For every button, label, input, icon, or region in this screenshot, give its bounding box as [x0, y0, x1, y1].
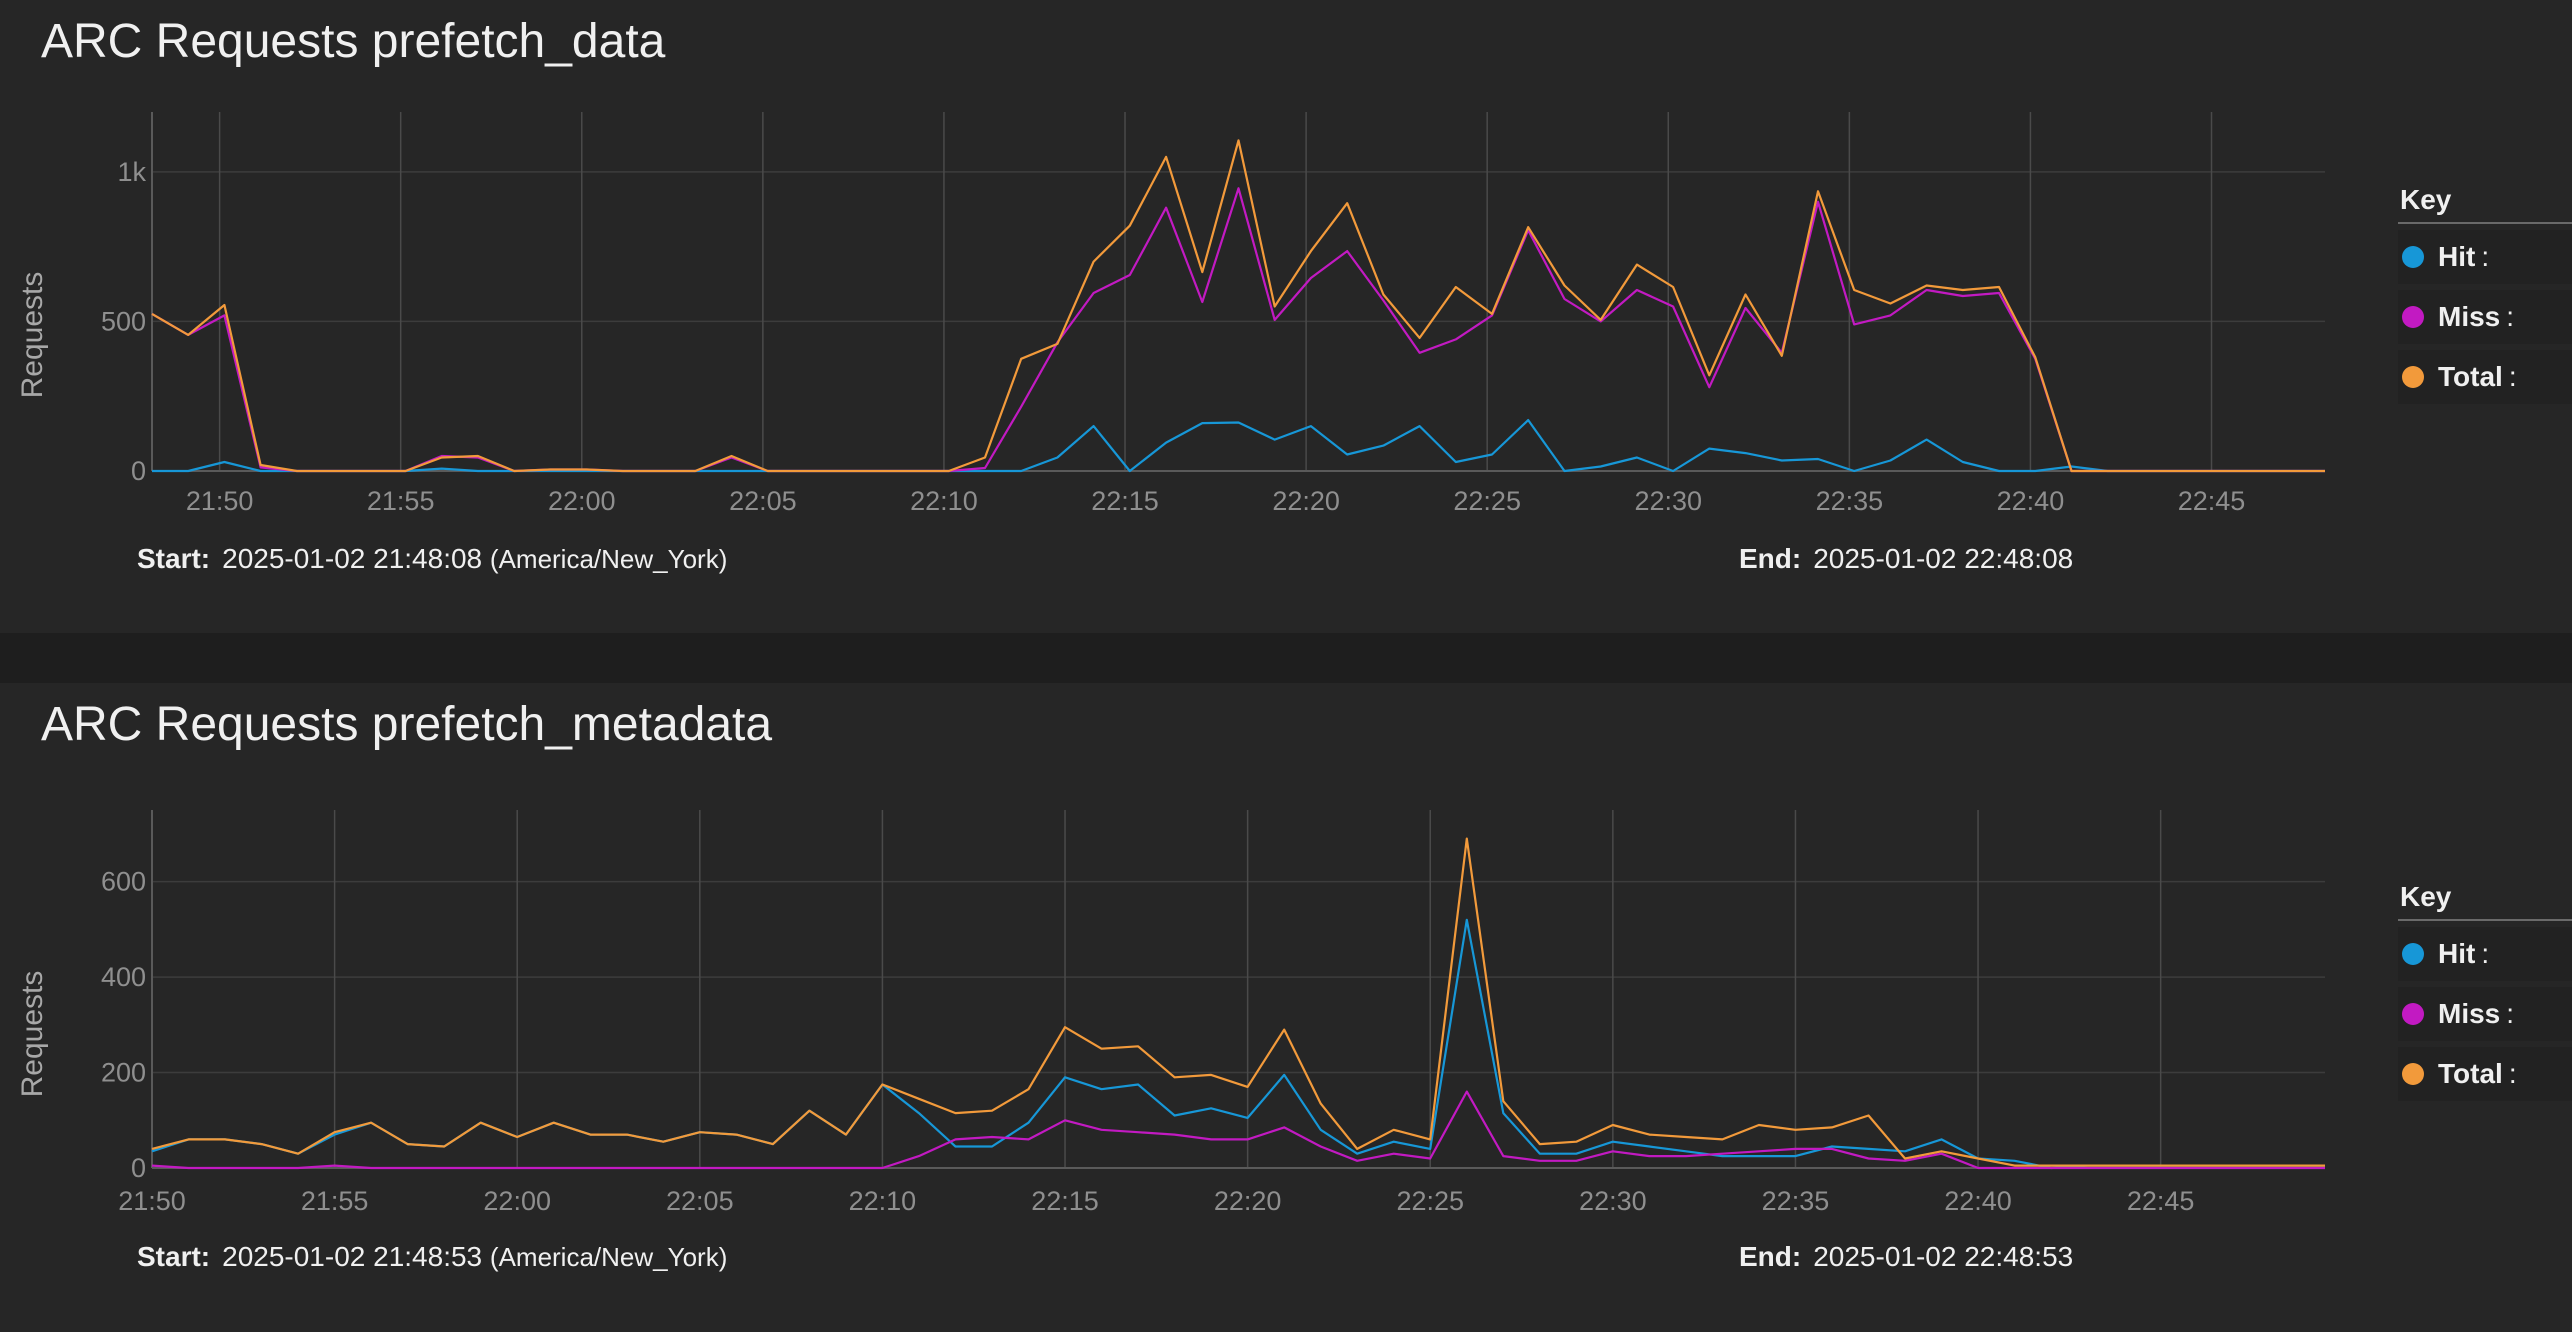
start-label: Start:	[137, 543, 211, 574]
start-time: Start: 2025-01-02 21:48:53 (America/New_Y…	[137, 1241, 727, 1273]
start-value: 2025-01-02 21:48:53	[222, 1241, 483, 1272]
legend-item-miss[interactable]: Miss:	[2398, 290, 2572, 344]
panel-title: ARC Requests prefetch_metadata	[41, 698, 773, 751]
x-tick-label: 21:55	[301, 1186, 369, 1216]
y-tick-label: 600	[101, 867, 146, 897]
legend-swatch-miss	[2402, 306, 2424, 328]
start-timezone: (America/New_York)	[489, 1242, 728, 1272]
legend-label: Hit	[2438, 938, 2476, 969]
x-tick-label: 22:00	[548, 486, 616, 516]
x-tick-label: 22:20	[1272, 486, 1340, 516]
end-time: End: 2025-01-02 22:48:53	[1739, 1241, 2073, 1273]
series-line-total[interactable]	[151, 837, 2325, 1167]
legend-item-total[interactable]: Total:	[2398, 350, 2572, 404]
y-axis-title: Requests	[16, 272, 49, 399]
y-tick-label: 200	[101, 1058, 146, 1088]
x-tick-label: 21:50	[186, 486, 254, 516]
end-value: 2025-01-02 22:48:08	[1813, 543, 2074, 574]
x-tick-label: 22:45	[2178, 486, 2246, 516]
start-value: 2025-01-02 21:48:08	[222, 543, 483, 574]
end-time: End: 2025-01-02 22:48:08	[1739, 543, 2073, 575]
series-line-hit[interactable]	[152, 419, 2325, 473]
legend-item-hit[interactable]: Hit:	[2398, 230, 2572, 284]
end-value: 2025-01-02 22:48:53	[1813, 1241, 2074, 1272]
x-tick-label: 22:40	[1997, 486, 2065, 516]
x-tick-label: 22:25	[1396, 1186, 1464, 1216]
y-tick-label: 1k	[117, 157, 146, 187]
legend-label: Hit	[2438, 241, 2476, 272]
end-label: End:	[1739, 543, 1802, 574]
line-chart[interactable]: 0 200 400 600 21:50 21:55 22:00 22:05 22:10 22:15…	[0, 683, 2360, 1303]
y-axis-title: Requests	[16, 971, 49, 1098]
start-timezone: (America/New_York)	[489, 544, 728, 574]
chart-panel-prefetch-data: ARC Requests prefetch_data 0 500 1k 21:50 21…	[0, 0, 2572, 633]
series-line-hit[interactable]	[151, 918, 2325, 1170]
start-time: Start: 2025-01-02 21:48:08 (America/New_Y…	[137, 543, 727, 575]
series-line-miss[interactable]	[151, 187, 2325, 473]
panel-title: ARC Requests prefetch_data	[41, 15, 666, 68]
x-tick-label: 22:05	[729, 486, 797, 516]
legend-swatch-miss	[2402, 1003, 2424, 1025]
x-tick-label: 21:55	[367, 486, 435, 516]
y-tick-label: 0	[131, 1153, 146, 1183]
x-tick-label: 22:05	[666, 1186, 734, 1216]
x-tick-label: 22:25	[1453, 486, 1521, 516]
x-tick-label: 21:50	[118, 1186, 186, 1216]
legend-swatch-total	[2402, 366, 2424, 388]
x-tick-label: 22:15	[1031, 1186, 1099, 1216]
x-tick-label: 22:10	[910, 486, 978, 516]
legend-title: Key	[2398, 881, 2572, 921]
x-tick-label: 22:15	[1091, 486, 1159, 516]
y-tick-label: 500	[101, 306, 146, 336]
x-tick-label: 22:30	[1579, 1186, 1647, 1216]
legend: Key Hit: Miss: Total:	[2398, 881, 2572, 1101]
legend-label: Total	[2438, 1058, 2503, 1089]
legend-label: Total	[2438, 361, 2503, 392]
legend-swatch-hit	[2402, 246, 2424, 268]
x-tick-label: 22:20	[1214, 1186, 1282, 1216]
y-tick-label: 0	[131, 456, 146, 486]
legend-swatch-hit	[2402, 943, 2424, 965]
legend-label: Miss	[2438, 998, 2501, 1029]
legend: Key Hit: Miss: Total:	[2398, 184, 2572, 404]
series-line-total[interactable]	[151, 139, 2325, 473]
y-tick-label: 400	[101, 962, 146, 992]
series-line-miss[interactable]	[151, 1090, 2325, 1170]
legend-item-miss[interactable]: Miss:	[2398, 987, 2572, 1041]
x-tick-label: 22:00	[483, 1186, 551, 1216]
x-tick-label: 22:45	[2127, 1186, 2195, 1216]
legend-item-hit[interactable]: Hit:	[2398, 927, 2572, 981]
x-tick-label: 22:35	[1762, 1186, 1830, 1216]
x-tick-label: 22:40	[1944, 1186, 2012, 1216]
legend-item-total[interactable]: Total:	[2398, 1047, 2572, 1101]
x-tick-label: 22:10	[849, 1186, 917, 1216]
legend-label: Miss	[2438, 301, 2501, 332]
chart-panel-prefetch-metadata: ARC Requests prefetch_metadata 0 200 400 60…	[0, 683, 2572, 1332]
end-label: End:	[1739, 1241, 1802, 1272]
line-chart[interactable]: 0 500 1k 21:50 21:55 22:00 22:05 22:10 22:15 22:2…	[0, 0, 2360, 600]
legend-swatch-total	[2402, 1063, 2424, 1085]
start-label: Start:	[137, 1241, 211, 1272]
x-tick-label: 22:30	[1634, 486, 1702, 516]
x-tick-label: 22:35	[1816, 486, 1884, 516]
legend-title: Key	[2398, 184, 2572, 224]
